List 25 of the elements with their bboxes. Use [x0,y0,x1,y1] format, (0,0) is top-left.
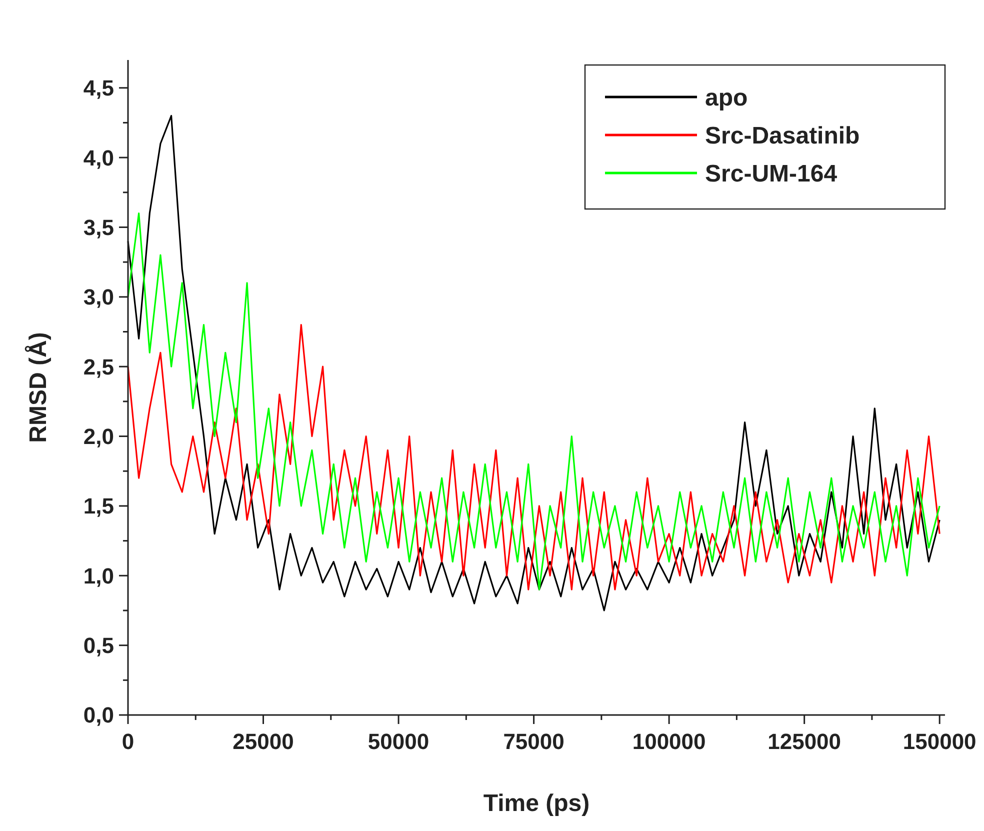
x-tick-label: 100000 [632,729,706,754]
line-series [127,212,940,590]
x-axis-title: Time (ps) [483,790,590,817]
x-tick-label: 25000 [232,729,294,754]
y-tick-label: 2,0 [83,424,114,449]
x-tick-label: 75000 [503,729,564,754]
x-tick-label: 125000 [768,729,842,754]
y-tick-label: 4,0 [83,145,114,170]
y-tick-label: 0,0 [83,702,114,728]
x-tick-label: 50000 [368,729,430,754]
y-tick-label: 2,5 [83,354,114,380]
x-tick-label: 150000 [902,729,976,754]
y-tick-label: 3,5 [83,214,114,240]
line-series [127,324,940,590]
y-tick-label: 4,5 [83,76,114,101]
legend-label: Src-Dasatinib [705,122,860,150]
legend-label: apo [705,84,748,112]
line-series [127,114,940,612]
y-tick-label: 1,0 [83,563,114,588]
y-tick-label: 0,5 [83,633,114,658]
y-axis-title: RMSD (Å) [24,332,52,443]
y-tick-label: 1,5 [83,494,114,519]
legend-label: Src-UM-164 [705,160,838,188]
x-tick-label: 0 [122,729,134,754]
y-tick-label: 3,0 [83,284,114,310]
